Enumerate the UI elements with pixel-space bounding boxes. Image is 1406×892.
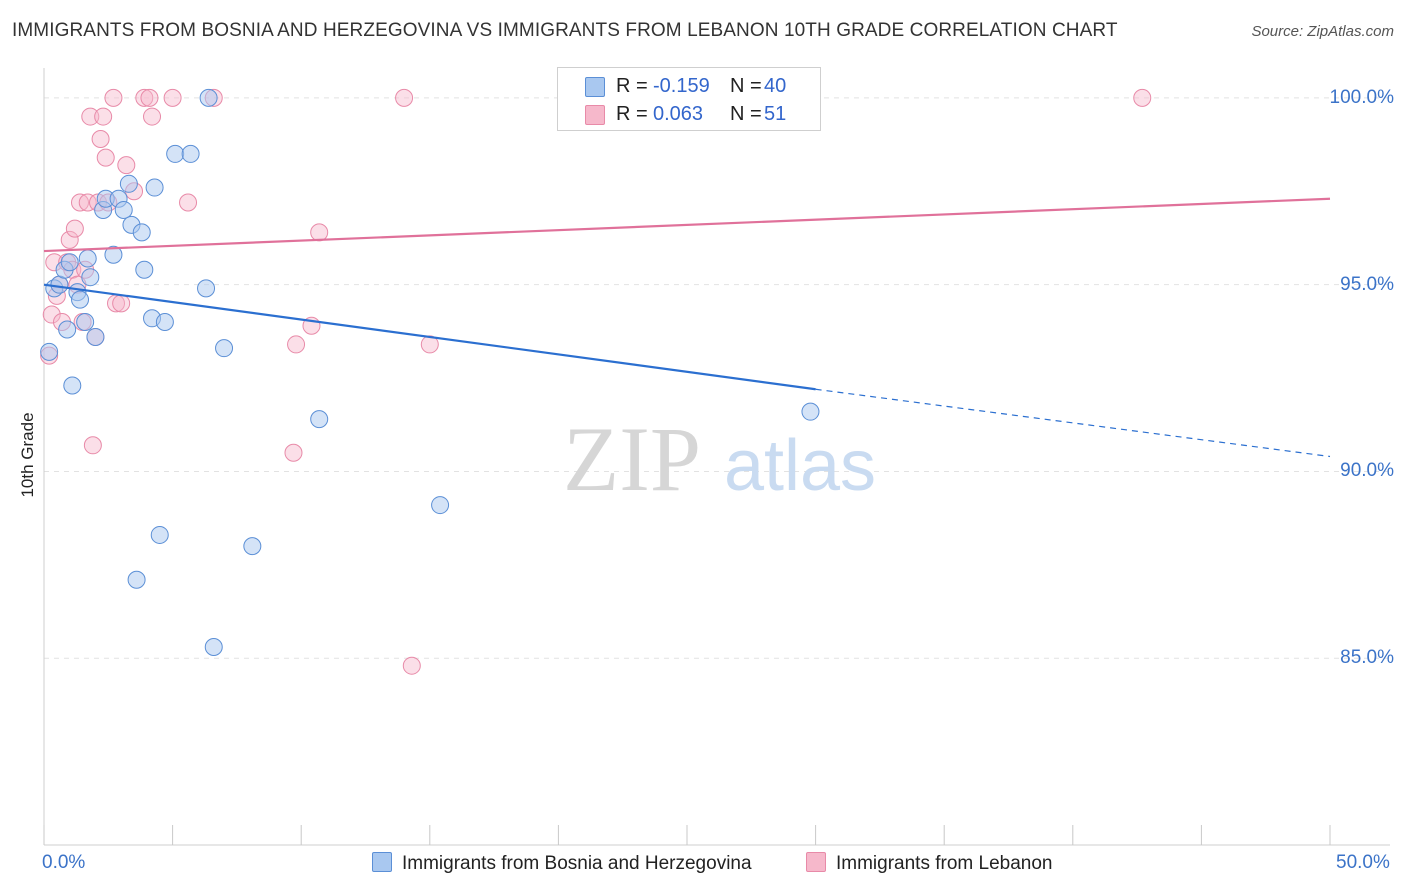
lebanon-point: [284, 443, 303, 462]
trend-lines: [43, 197, 1331, 458]
n-value: 40: [764, 75, 787, 97]
bosnia-point: [150, 525, 169, 544]
lebanon-point: [143, 107, 162, 126]
bosnia-point: [801, 402, 820, 421]
bosnia-point: [199, 88, 218, 107]
bosnia-point: [76, 313, 95, 332]
lebanon-point: [179, 193, 198, 212]
bosnia-point: [181, 144, 200, 163]
legend-swatch-bosnia: [372, 852, 392, 872]
watermark: ZIP atlas: [563, 408, 876, 510]
n-label: N =: [730, 103, 762, 125]
bosnia-point: [71, 290, 90, 309]
lebanon-point: [81, 107, 100, 126]
bosnia-trend-extension: [815, 388, 1331, 458]
lebanon-points: [40, 88, 1152, 675]
legend-item-bosnia: Immigrants from Bosnia and Herzegovina: [372, 852, 752, 875]
bosnia-point: [78, 249, 97, 268]
lebanon-point: [71, 193, 90, 212]
bosnia-point: [145, 178, 164, 197]
r-label: R =: [616, 103, 648, 125]
r-label: R =: [616, 75, 648, 97]
lebanon-point: [104, 88, 123, 107]
lebanon-point: [65, 219, 84, 238]
bosnia-swatch: [585, 77, 605, 97]
n-value: 51: [764, 103, 787, 125]
bosnia-point: [40, 342, 59, 361]
lebanon-point: [78, 193, 97, 212]
r-value: 0.063: [653, 103, 704, 125]
lebanon-point: [395, 88, 414, 107]
bosnia-point: [86, 327, 105, 346]
y-axis-label: 10th Grade: [18, 412, 37, 498]
lebanon-point: [60, 230, 79, 249]
lebanon-trend-line: [43, 197, 1331, 253]
y-tick-label: 95.0%: [1340, 273, 1394, 295]
bosnia-point: [104, 245, 123, 264]
n-label: N =: [730, 75, 762, 97]
bosnia-point: [81, 268, 100, 287]
y-tick-label: 100.0%: [1329, 86, 1394, 108]
bosnia-point: [204, 638, 223, 657]
lebanon-point: [96, 148, 115, 167]
legend-swatch-lebanon: [806, 852, 826, 872]
x-tick-max: 50.0%: [1336, 852, 1390, 873]
bosnia-point: [63, 376, 82, 395]
bosnia-point: [114, 200, 133, 219]
lebanon-swatch: [585, 105, 605, 125]
bosnia-point: [50, 275, 69, 294]
bosnia-point: [60, 253, 79, 272]
bosnia-point: [119, 174, 138, 193]
bosnia-point: [127, 570, 146, 589]
lebanon-point: [163, 88, 182, 107]
stats-row-bosnia: R = -0.159 N = 40: [558, 72, 820, 100]
bosnia-point: [215, 339, 234, 358]
bosnia-point: [58, 320, 77, 339]
legend-label-lebanon: Immigrants from Lebanon: [836, 853, 1053, 874]
bosnia-point: [310, 410, 329, 429]
lebanon-point: [402, 656, 421, 675]
lebanon-point: [140, 88, 159, 107]
bosnia-point: [431, 496, 450, 515]
legend-label-bosnia: Immigrants from Bosnia and Herzegovina: [402, 853, 752, 874]
lebanon-point: [1133, 88, 1152, 107]
bosnia-points: [40, 88, 820, 657]
bosnia-point: [197, 279, 216, 298]
bosnia-point: [243, 537, 262, 556]
y-tick-label: 90.0%: [1340, 460, 1394, 482]
lebanon-point: [117, 156, 136, 175]
y-tick-label: 85.0%: [1340, 647, 1394, 669]
bosnia-point: [166, 144, 185, 163]
bosnia-point: [132, 223, 151, 242]
r-value: -0.159: [653, 75, 710, 97]
watermark-zip: ZIP: [563, 408, 701, 510]
stats-row-lebanon: R = 0.063 N = 51: [558, 100, 820, 128]
bosnia-point: [155, 313, 174, 332]
bosnia-trend-line: [43, 283, 816, 391]
correlation-stats-box: R = -0.159 N = 40 R = 0.063 N = 51: [557, 67, 821, 131]
x-tick-min: 0.0%: [42, 852, 86, 873]
lebanon-point: [112, 294, 131, 313]
lebanon-point: [94, 107, 113, 126]
lebanon-point: [83, 436, 102, 455]
chart-title: IMMIGRANTS FROM BOSNIA AND HERZEGOVINA V…: [12, 20, 1118, 41]
lebanon-point: [135, 88, 154, 107]
watermark-atlas: atlas: [724, 426, 876, 506]
source-credit: Source: ZipAtlas.com: [1251, 23, 1394, 40]
bosnia-point: [135, 260, 154, 279]
axis-layer: [43, 68, 1390, 846]
lebanon-point: [287, 335, 306, 354]
lebanon-point: [42, 305, 61, 324]
lebanon-point: [310, 223, 329, 242]
legend-item-lebanon: Immigrants from Lebanon: [806, 852, 1053, 875]
lebanon-point: [91, 129, 110, 148]
grid-layer: [44, 97, 1390, 659]
